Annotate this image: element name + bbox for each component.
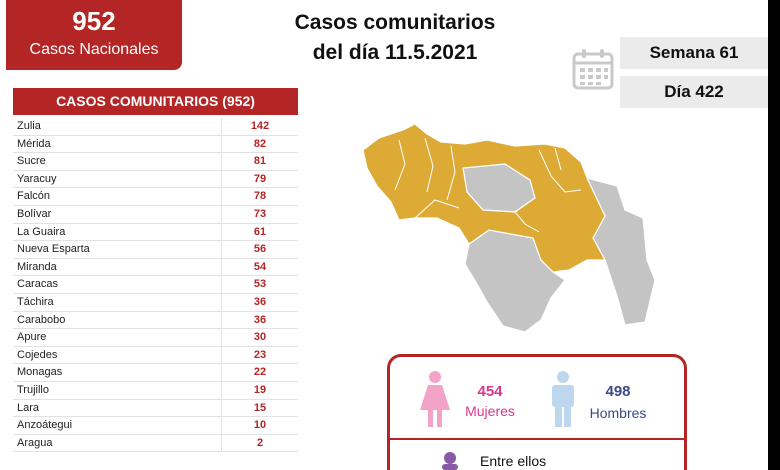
venezuela-map bbox=[362, 123, 656, 333]
case-count: 19 bbox=[253, 383, 267, 396]
national-cases-number: 952 bbox=[72, 6, 116, 36]
male-label: Hombres bbox=[589, 405, 647, 421]
case-count: 10 bbox=[253, 419, 267, 432]
column-separator bbox=[221, 223, 222, 241]
table-row: Cojedes 23 bbox=[13, 346, 298, 365]
male-count: 498 bbox=[605, 383, 631, 400]
female-label: Mujeres bbox=[465, 403, 515, 419]
column-separator bbox=[221, 381, 222, 399]
table-row: Táchira 36 bbox=[13, 293, 298, 312]
state-name: Mérida bbox=[17, 137, 51, 150]
state-name: Nueva Esparta bbox=[17, 243, 90, 256]
table-row: Falcón 78 bbox=[13, 188, 298, 206]
title-line-1: Casos comunitarios bbox=[294, 11, 496, 34]
male-figure-icon bbox=[552, 371, 574, 427]
state-name: Bolívar bbox=[17, 207, 52, 220]
case-count: 79 bbox=[253, 172, 267, 185]
column-separator bbox=[221, 241, 222, 258]
day-label: Día 422 bbox=[620, 76, 768, 108]
column-separator bbox=[221, 170, 222, 188]
table-row: Mérida 82 bbox=[13, 135, 298, 154]
right-border bbox=[768, 0, 780, 470]
column-separator bbox=[221, 258, 222, 276]
case-count: 22 bbox=[253, 366, 267, 379]
state-name: Monagas bbox=[17, 366, 63, 379]
column-separator bbox=[221, 329, 222, 346]
table-row: Bolívar 73 bbox=[13, 205, 298, 224]
column-separator bbox=[221, 364, 222, 381]
case-count: 36 bbox=[253, 313, 267, 326]
column-separator bbox=[221, 205, 222, 223]
female-count: 454 bbox=[477, 383, 503, 400]
state-name: Miranda bbox=[17, 260, 57, 273]
table-row: Aragua 2 bbox=[13, 434, 298, 453]
column-separator bbox=[221, 276, 222, 293]
table-row: Yaracuy 79 bbox=[13, 170, 298, 189]
case-count: 23 bbox=[253, 348, 267, 361]
column-separator bbox=[221, 135, 222, 153]
state-name: Anzoátegui bbox=[17, 419, 73, 432]
state-name: Falcón bbox=[17, 190, 51, 203]
case-count: 142 bbox=[250, 120, 270, 132]
case-count: 53 bbox=[253, 278, 267, 291]
page-title: Casos comunitarios del día 11.5.2021 bbox=[250, 8, 540, 68]
case-count: 15 bbox=[253, 401, 267, 414]
table-row: Zulia 142 bbox=[13, 118, 298, 136]
person-icon bbox=[442, 452, 458, 470]
week-label: Semana 61 bbox=[620, 37, 768, 69]
state-name: Cojedes bbox=[17, 348, 58, 361]
state-name: Carabobo bbox=[17, 313, 66, 326]
table-row: La Guaira 61 bbox=[13, 223, 298, 242]
case-count: 36 bbox=[253, 295, 267, 308]
column-separator bbox=[221, 311, 222, 329]
state-name: Sucre bbox=[17, 155, 46, 168]
table-row: Carabobo 36 bbox=[13, 311, 298, 330]
table-row: Caracas 53 bbox=[13, 276, 298, 294]
table-row: Sucre 81 bbox=[13, 153, 298, 171]
state-name: Yaracuy bbox=[17, 172, 57, 185]
case-count: 73 bbox=[253, 207, 267, 220]
state-name: Lara bbox=[17, 401, 40, 414]
state-name: La Guaira bbox=[17, 225, 66, 238]
case-count: 82 bbox=[253, 137, 267, 150]
table-row: Trujillo 19 bbox=[13, 381, 298, 400]
column-separator bbox=[221, 118, 222, 135]
column-separator bbox=[221, 293, 222, 311]
national-cases-label: Casos Nacionales bbox=[29, 41, 159, 58]
state-name: Aragua bbox=[17, 436, 53, 449]
title-line-2: del día 11.5.2021 bbox=[312, 41, 478, 64]
table-row: Nueva Esparta 56 bbox=[13, 241, 298, 259]
table-row: Apure 30 bbox=[13, 329, 298, 347]
case-count: 78 bbox=[253, 190, 267, 203]
gender-divider bbox=[387, 438, 687, 440]
state-name: Apure bbox=[17, 331, 47, 344]
table-row: Anzoátegui 10 bbox=[13, 417, 298, 435]
table-row: Miranda 54 bbox=[13, 258, 298, 277]
table-row: Lara 15 bbox=[13, 399, 298, 418]
case-count: 56 bbox=[253, 243, 267, 256]
column-separator bbox=[221, 399, 222, 417]
column-separator bbox=[221, 153, 222, 170]
entre-ellos-label: Entre ellos bbox=[480, 453, 547, 469]
case-count: 81 bbox=[253, 155, 267, 168]
state-name: Zulia bbox=[17, 120, 41, 132]
female-figure-icon bbox=[420, 371, 450, 427]
national-cases-badge: 952 Casos Nacionales bbox=[6, 0, 182, 70]
case-count: 2 bbox=[256, 436, 264, 449]
table-header: CASOS COMUNITARIOS (952) bbox=[13, 88, 298, 115]
state-name: Táchira bbox=[17, 295, 54, 308]
column-separator bbox=[221, 434, 222, 452]
column-separator bbox=[221, 346, 222, 364]
column-separator bbox=[221, 417, 222, 434]
column-separator bbox=[221, 188, 222, 205]
table-row: Monagas 22 bbox=[13, 364, 298, 382]
case-count: 30 bbox=[253, 331, 267, 344]
state-name: Caracas bbox=[17, 278, 58, 291]
cases-table: Zulia 142 Mérida 82 Sucre 81 Yaracuy 79 Falcón 78… bbox=[13, 118, 298, 453]
state-name: Trujillo bbox=[17, 383, 49, 396]
case-count: 61 bbox=[253, 225, 267, 238]
case-count: 54 bbox=[253, 260, 267, 273]
calendar-icon bbox=[572, 49, 614, 90]
